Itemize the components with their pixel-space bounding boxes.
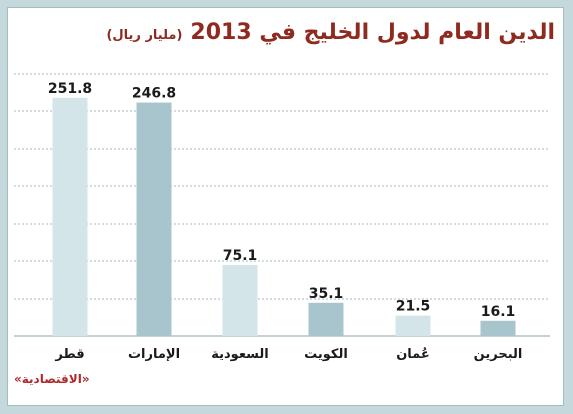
- category-label-2: السعودية: [211, 347, 269, 362]
- source-credit: «الاقتصادية»: [14, 372, 90, 386]
- category-label-3: الكويت: [304, 347, 348, 362]
- chart-title: الدين العام لدول الخليج في 2013: [190, 20, 555, 45]
- category-label-1: الإمارات: [128, 347, 180, 362]
- data-label-2: 75.1: [223, 248, 258, 264]
- chart-frame: [7, 7, 564, 406]
- bar-4: [395, 315, 431, 336]
- category-label-5: البحرين: [474, 347, 523, 362]
- data-label-4: 21.5: [396, 299, 431, 315]
- data-label-0: 251.8: [48, 81, 92, 97]
- data-label-3: 35.1: [309, 286, 344, 302]
- category-label-4: عُمان: [396, 346, 430, 362]
- title-block: الدين العام لدول الخليج في 2013 (مليار ر…: [106, 20, 555, 45]
- bar-1: [136, 102, 172, 336]
- category-label-0: قطر: [54, 347, 84, 362]
- bar-3: [308, 302, 344, 336]
- data-label-5: 16.1: [481, 304, 516, 320]
- bar-0: [52, 97, 88, 336]
- data-label-1: 246.8: [132, 86, 176, 102]
- chart-subtitle: (مليار ريال): [106, 28, 183, 43]
- bar-5: [480, 320, 516, 336]
- bar-2: [222, 264, 258, 336]
